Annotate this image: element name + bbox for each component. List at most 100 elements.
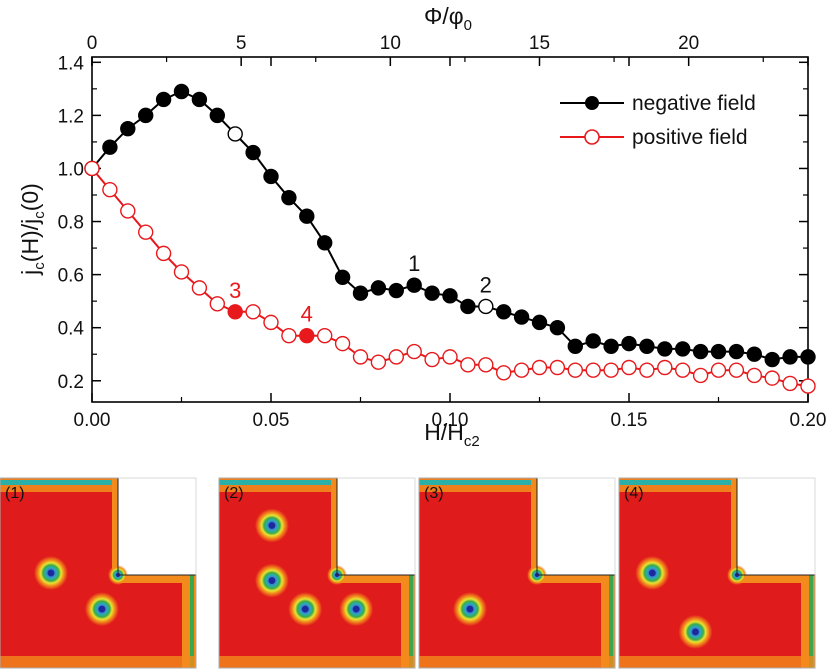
legend-marker-positive — [584, 129, 600, 145]
data-point — [227, 304, 243, 320]
data-point — [406, 277, 422, 293]
point-annotation: 3 — [229, 278, 241, 303]
edge-band-bottom — [0, 656, 196, 668]
data-point — [263, 168, 279, 185]
data-point — [657, 359, 673, 376]
data-point — [370, 354, 387, 370]
data-point — [209, 296, 226, 312]
x-axis-title-sub: c2 — [464, 433, 480, 450]
data-point — [567, 362, 583, 378]
point-annotation: 1 — [408, 251, 420, 276]
y-axis-title-sub1: c — [31, 262, 48, 270]
edge-band-step — [737, 575, 815, 583]
x-tick-label: 0.15 — [611, 410, 648, 431]
data-point — [317, 235, 333, 251]
edge-band-notch — [112, 478, 118, 575]
data-point — [567, 338, 583, 354]
edge-band-top-inner — [419, 480, 537, 485]
data-point — [692, 343, 709, 360]
annotations: 1 2 3 4 — [229, 251, 492, 326]
panel-border — [618, 477, 816, 669]
panel-label: (2) — [224, 485, 244, 502]
panel-border — [418, 477, 616, 669]
edge-band-top-inner — [0, 480, 118, 485]
y-tick-label: 0.8 — [58, 213, 84, 234]
edge-band-notch — [331, 478, 337, 575]
data-point — [496, 304, 512, 320]
data-point — [442, 349, 458, 365]
data-point — [496, 365, 512, 381]
data-point — [84, 160, 100, 177]
data-point — [800, 349, 816, 365]
panel-label: (3) — [424, 485, 444, 502]
y-axis-title-mid: (H)/j — [17, 219, 43, 262]
data-point — [155, 245, 172, 262]
top-tick-label: 0 — [87, 33, 98, 54]
vortex — [635, 556, 670, 590]
vortex — [33, 556, 68, 590]
y-tick-label: 0.6 — [58, 266, 84, 287]
panel-domain — [219, 478, 415, 668]
edge-band-step — [337, 575, 415, 583]
data-point — [746, 367, 762, 384]
data-point — [191, 91, 208, 108]
data-point — [675, 341, 691, 357]
x-axis-title-main: H/H — [424, 419, 464, 445]
panel-border — [218, 477, 416, 669]
y-tick-label: 0.2 — [58, 372, 84, 393]
data-point — [352, 349, 369, 365]
edge-band-top-inner — [219, 480, 337, 485]
panel-domain — [0, 478, 196, 668]
legend-marker-negative — [585, 96, 599, 110]
data-point — [639, 338, 655, 354]
point-annotation: 2 — [480, 272, 492, 297]
axis-ticks — [91, 57, 809, 402]
data-point — [424, 285, 440, 301]
data-point — [442, 288, 458, 304]
panel-label: (1) — [5, 485, 25, 502]
data-point — [621, 335, 637, 352]
vortex — [452, 592, 487, 627]
data-point — [710, 343, 727, 360]
vortex — [254, 563, 289, 598]
legend-label-positive: positive field — [632, 126, 748, 149]
vortex — [288, 592, 323, 627]
data-point — [281, 189, 297, 206]
data-point — [245, 304, 261, 320]
data-point — [728, 362, 745, 378]
data-point — [137, 107, 154, 124]
edge-band-right-inner — [190, 575, 194, 668]
data-point — [764, 370, 780, 386]
data-point — [639, 362, 655, 378]
data-point — [675, 362, 691, 378]
vortex-panels: (1) (2) (3) (4) — [0, 477, 816, 669]
data-point — [782, 349, 798, 365]
top-axis-title: Φ/φ0 — [424, 3, 472, 34]
edge-band-bottom — [419, 656, 615, 668]
data-point — [478, 298, 494, 315]
data-point — [460, 357, 476, 373]
data-point — [334, 269, 351, 285]
data-point — [710, 362, 727, 378]
vortex-panel: (2) — [218, 477, 416, 669]
data-point — [137, 224, 154, 240]
data-point — [120, 120, 136, 137]
edge-band-notch — [531, 478, 537, 575]
vortex — [339, 592, 374, 627]
edge-band-bottom — [219, 656, 415, 668]
data-point — [478, 357, 494, 373]
data-point — [120, 203, 136, 219]
series-group — [84, 83, 816, 394]
data-point — [281, 327, 297, 344]
x-tick-label: 0.05 — [253, 410, 290, 431]
data-point — [102, 139, 118, 155]
panel-domain — [419, 478, 615, 668]
edge-band-step — [118, 575, 196, 583]
data-point — [531, 359, 548, 376]
data-point — [603, 362, 619, 378]
data-point — [603, 338, 619, 354]
data-point — [227, 126, 243, 142]
y-axis-title-j1: j — [17, 270, 43, 276]
edge-band-step — [537, 575, 615, 583]
